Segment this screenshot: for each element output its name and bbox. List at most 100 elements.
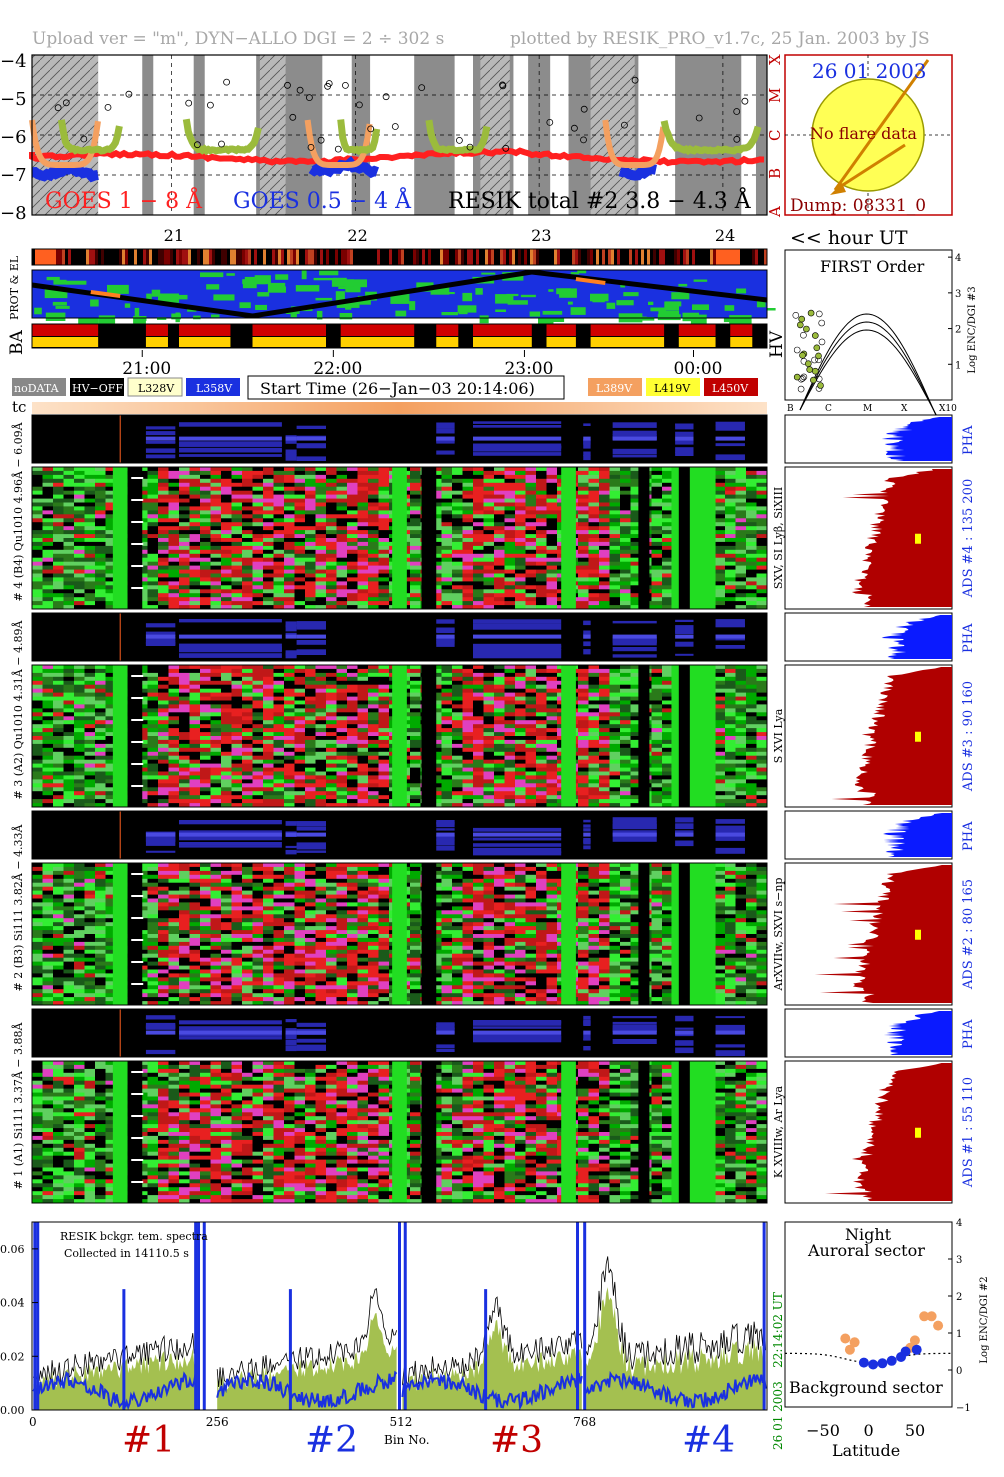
spectrogram-cell: [599, 541, 610, 547]
spectrogram-cell: [483, 803, 495, 808]
spectrogram-cell: [252, 526, 264, 531]
spectrogram-cell: [252, 736, 264, 741]
prot-cell: [683, 249, 686, 265]
spectrogram-cell: [263, 577, 274, 582]
spectrogram-cell: [431, 581, 442, 586]
spectrogram-cell: [315, 478, 327, 484]
spectrogram-cell: [494, 585, 505, 590]
spectrogram-cell: [725, 549, 736, 555]
spectrogram-cell: [452, 724, 463, 729]
fo-point: [800, 331, 807, 339]
goes-resik-point: [289, 113, 297, 121]
spectrogram-cell: [168, 522, 180, 527]
legend-resik: RESIK total #2 3.8 − 4.3 Å: [448, 186, 752, 214]
orbit-green-patch: [664, 301, 679, 311]
spectrogram-cell: [284, 538, 295, 543]
spectrogram-cell: [368, 751, 379, 757]
spectrogram-cell: [95, 779, 106, 784]
spectrogram-cell: [326, 585, 337, 590]
spectrogram-cell: [32, 791, 43, 796]
spectrogram-cell: [357, 665, 369, 670]
spectrogram-cell: [504, 518, 516, 523]
spectrogram-cell: [263, 553, 274, 559]
pha-blue-band: [285, 440, 297, 444]
spectrogram-cell: [378, 482, 390, 488]
spectrogram-cell: [494, 736, 505, 741]
spectrogram-cell: [273, 747, 285, 753]
spectrogram-cell: [263, 680, 274, 686]
spectrogram-cell: [714, 506, 726, 511]
spectrogram-cell: [63, 799, 75, 804]
spectrogram-cell: [105, 751, 117, 757]
spectrogram-cell: [95, 771, 106, 776]
spectrogram-cell: [263, 486, 274, 492]
spectrogram-cell: [473, 665, 484, 670]
spectrogram-cell: [147, 561, 159, 567]
spectrogram-cell: [74, 803, 85, 808]
spectrogram-cell: [263, 803, 274, 808]
spectrogram-cell: [441, 522, 453, 527]
spectrogram-cell: [53, 593, 64, 598]
spectrogram-cell: [158, 700, 169, 705]
goes-resik-point: [621, 121, 628, 129]
spectrogram-cell: [95, 538, 106, 543]
spectrogram-cell: [179, 728, 190, 733]
spectrogram-cell: [242, 763, 253, 768]
spectrogram-cell: [347, 573, 358, 578]
spectrogram-cell: [462, 775, 474, 780]
spectrogram-cell: [336, 696, 348, 701]
spectrogram-cell: [147, 585, 159, 590]
goes-resik-point: [223, 78, 231, 86]
spectrogram-cell: [84, 549, 96, 555]
spectrogram-cell: [105, 775, 117, 780]
spectrogram-cell: [179, 692, 190, 697]
pha-blue-band: [145, 448, 176, 453]
spectrogram-cell: [515, 787, 526, 792]
spectrogram-cell: [588, 470, 600, 476]
spectrogram-cell: [609, 545, 621, 551]
spectrogram-cell: [347, 708, 358, 713]
spectrogram-cell: [74, 755, 85, 761]
spectrogram-cell: [651, 605, 663, 610]
spectrogram-cell: [462, 518, 474, 523]
spectrogram-cell: [95, 676, 106, 682]
spectrogram-cell: [525, 482, 537, 488]
goes-resik-point: [455, 136, 463, 144]
spectrogram-cell: [536, 530, 547, 535]
goes-resik-point: [391, 123, 399, 130]
spectrogram-cell: [231, 589, 243, 594]
orbit-green-patch: [55, 305, 70, 309]
spectrogram-cell: [368, 482, 379, 488]
spectrogram-cell: [473, 561, 484, 567]
spectrogram-cell: [179, 684, 190, 690]
spectrogram-cell: [315, 700, 327, 705]
spectrogram-cell: [756, 478, 768, 484]
spectrogram-cell: [578, 545, 589, 551]
spectrogram-cell: [494, 787, 505, 792]
spectrogram-cell: [105, 518, 117, 523]
spectrogram-cell: [242, 684, 253, 690]
spectrogram-cell: [305, 700, 316, 705]
spectrogram-cell: [231, 755, 243, 761]
prot-cell: [83, 249, 86, 265]
spectrogram-cell: [84, 597, 96, 602]
spectrogram-cell: [452, 775, 463, 780]
spectrogram-cell: [105, 494, 117, 499]
spectrogram-cell: [179, 708, 190, 713]
spectrogram-cell: [452, 557, 463, 563]
goes-resik-point: [218, 140, 225, 148]
spectrogram-cell: [336, 688, 348, 694]
spectrogram-cell: [263, 743, 274, 749]
spectrogram-cell: [95, 747, 106, 753]
spectrogram-cell: [357, 680, 369, 686]
spectrogram-cell: [284, 597, 295, 602]
spectrogram-cell: [326, 530, 337, 535]
spectrogram-cell: [441, 478, 453, 484]
spectrogram-cell: [189, 767, 201, 772]
spectrogram-cell: [294, 589, 306, 594]
spectrogram-cell: [158, 534, 169, 539]
spectrogram-cell: [105, 779, 117, 784]
pha-line: [473, 634, 562, 639]
spectrogram-cell: [158, 775, 169, 780]
spectrogram-cell: [504, 593, 516, 598]
